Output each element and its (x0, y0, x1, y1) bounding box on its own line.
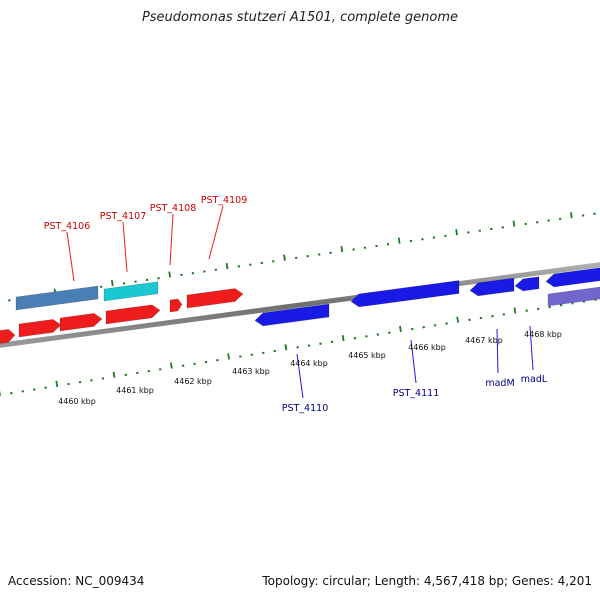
kbp-label: 4465 kbp (348, 351, 386, 360)
gene-label-pst-4111: PST_4111 (393, 388, 440, 399)
page-title: Pseudomonas stutzeri A1501, complete gen… (141, 10, 459, 25)
gene-label-pst-4108: PST_4108 (150, 203, 197, 214)
gene-arrow-madm (469, 277, 515, 297)
kbp-label: 4462 kbp (174, 377, 212, 386)
major-tick (397, 237, 401, 244)
kbp-label: 4466 kbp (408, 343, 446, 352)
accession-label: Accession: NC_009434 (8, 574, 145, 588)
callout-line-pst-4106 (66, 231, 75, 282)
major-tick (110, 279, 114, 287)
gene-label-pst-4110: PST_4110 (282, 403, 329, 414)
gene-label-pst-4106: PST_4106 (44, 221, 91, 232)
genome-stats-label: Topology: circular; Length: 4,567,418 bp… (262, 574, 592, 588)
major-tick (513, 307, 517, 314)
major-tick (225, 263, 229, 270)
callout-line-pst-4108 (169, 213, 174, 266)
gene-arrow-pst-4108 (169, 298, 183, 313)
major-tick (569, 212, 573, 219)
gene-arrow-cyan (103, 281, 159, 302)
major-tick (456, 316, 460, 323)
major-tick (55, 380, 59, 387)
gene-label-madl: madL (521, 374, 548, 385)
gene-label-pst-4109: PST_4109 (201, 195, 248, 206)
callout-line-pst-4111 (410, 339, 417, 384)
gene-label-layer: PST_4106 PST_4107 PST_4108 PST_4109 PST_… (44, 195, 548, 414)
major-tick (340, 246, 344, 253)
forward-gene-track (0, 281, 244, 344)
gene-arrow-pst-4106-b (59, 313, 103, 332)
major-tick (341, 334, 345, 342)
major-tick (112, 371, 116, 378)
gene-arrow-pst-4106-a (18, 319, 62, 338)
callout-line-pst-4107 (122, 221, 128, 273)
backbone-line (0, 262, 600, 348)
major-tick (399, 325, 402, 332)
gene-arrow-lavender (547, 286, 600, 307)
kbp-scale-labels: 4460 kbp 4461 kbp 4462 kbp 4463 kbp 4464… (58, 330, 562, 406)
gene-arrow-steelblue (15, 285, 99, 311)
gene-arrow-pst-4111 (350, 280, 460, 308)
kbp-label: 4467 kbp (465, 336, 503, 345)
major-tick (455, 229, 458, 236)
callout-line-madl (529, 325, 534, 371)
callout-line-pst-4109 (208, 205, 224, 260)
major-tick (169, 362, 173, 369)
major-tick (168, 271, 172, 278)
gene-arrow-pst-4109 (186, 288, 244, 309)
kbp-label: 4461 kbp (116, 386, 154, 395)
major-tick (283, 254, 286, 261)
major-tick (512, 220, 516, 227)
gene-arrow-reverse-edge (545, 267, 600, 288)
kbp-label: 4463 kbp (232, 367, 270, 376)
genome-backbone (0, 262, 600, 348)
gene-label-pst-4107: PST_4107 (100, 211, 147, 222)
kbp-label: 4468 kbp (524, 330, 562, 339)
callout-line-pst-4110 (296, 353, 304, 399)
gene-arrow-madl (514, 276, 540, 292)
kbp-label: 4460 kbp (58, 397, 96, 406)
gene-label-madm: madM (485, 378, 514, 389)
major-tick (227, 353, 230, 360)
gene-arrow-forward-edge (0, 329, 16, 344)
gene-arrow-pst-4107 (105, 304, 161, 325)
kbp-label: 4464 kbp (290, 359, 328, 368)
major-tick (284, 344, 288, 351)
gene-arrow-pst-4110 (254, 303, 330, 327)
reverse-gene-track (254, 267, 600, 327)
callout-line-madm (496, 328, 499, 374)
